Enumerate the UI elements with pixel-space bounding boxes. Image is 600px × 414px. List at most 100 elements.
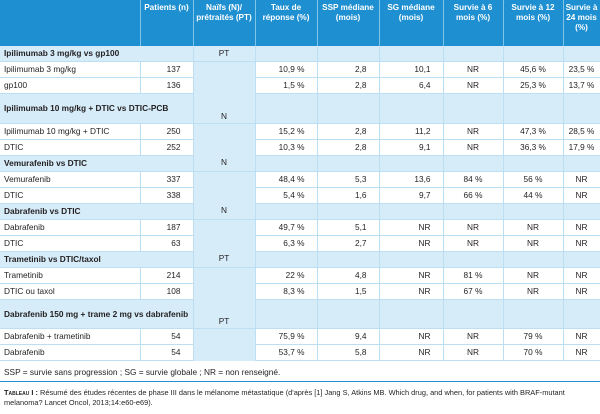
value-cell: 13,7 % bbox=[563, 77, 600, 94]
empty-cell bbox=[443, 203, 504, 220]
value-cell: 8,3 % bbox=[255, 283, 318, 300]
group-title: Ipilimumab 3 mg/kg vs gp100 bbox=[0, 46, 194, 62]
value-cell: 9,4 bbox=[317, 328, 380, 345]
treatment-cell: Vemurafenib bbox=[0, 171, 141, 188]
treatment-cell: DTIC bbox=[0, 139, 141, 156]
value-cell: 2,8 bbox=[317, 139, 380, 156]
empty-cell bbox=[503, 155, 564, 172]
empty-cell bbox=[503, 203, 564, 220]
value-cell: 47,3 % bbox=[503, 123, 564, 140]
value-cell: NR bbox=[443, 139, 504, 156]
value-cell: NR bbox=[443, 344, 504, 361]
treatment-cell: Dabrafenib bbox=[0, 344, 141, 361]
group-title: Ipilimumab 10 mg/kg + DTIC vs DTIC-PCB bbox=[0, 93, 194, 124]
group-header-row: Vemurafenib vs DTIC N bbox=[0, 155, 600, 172]
value-cell: NR bbox=[443, 61, 504, 78]
status-cell bbox=[193, 219, 256, 235]
group-status: PT bbox=[193, 299, 256, 329]
value-cell: 44 % bbox=[503, 187, 564, 204]
table-header-row: Patients (n) Naïfs (N)/ prétraités (PT) … bbox=[0, 0, 600, 46]
table-row: Ipilimumab 3 mg/kg 137 10,9 % 2,8 10,1 NR 45,6… bbox=[0, 61, 600, 78]
empty-cell bbox=[379, 46, 444, 62]
status-cell bbox=[193, 235, 256, 251]
footnote: SSP = survie sans progression ; SG = sur… bbox=[0, 361, 600, 382]
empty-cell bbox=[255, 93, 318, 124]
value-cell: 10,1 bbox=[379, 61, 444, 78]
header-cell bbox=[0, 0, 141, 46]
empty-cell bbox=[317, 251, 380, 268]
empty-cell bbox=[255, 251, 318, 268]
value-cell: 1,5 bbox=[317, 283, 380, 300]
header-cell: Patients (n) bbox=[140, 0, 194, 46]
empty-cell bbox=[255, 155, 318, 172]
value-cell: 338 bbox=[140, 187, 194, 204]
header-cell: Taux de réponse (%) bbox=[255, 0, 318, 46]
value-cell: NR bbox=[563, 219, 600, 236]
status-cell bbox=[193, 328, 256, 345]
table-body: Ipilimumab 3 mg/kg vs gp100 PT Ipilimumab … bbox=[0, 46, 600, 361]
table-row: Dabrafenib 187 49,7 % 5,1 NR NR NR NR bbox=[0, 219, 600, 236]
group-header-row: Dabrafenib vs DTIC N bbox=[0, 203, 600, 220]
value-cell: 2,8 bbox=[317, 123, 380, 140]
caption-text: Résumé des études récentes de phase III … bbox=[4, 388, 565, 407]
empty-cell bbox=[379, 299, 444, 329]
value-cell: 252 bbox=[140, 139, 194, 156]
value-cell: 1,5 % bbox=[255, 77, 318, 94]
value-cell: NR bbox=[379, 344, 444, 361]
value-cell: NR bbox=[563, 328, 600, 345]
value-cell: 54 bbox=[140, 328, 194, 345]
treatment-cell: DTIC bbox=[0, 187, 141, 204]
empty-cell bbox=[503, 299, 564, 329]
value-cell: 75,9 % bbox=[255, 328, 318, 345]
empty-cell bbox=[379, 251, 444, 268]
empty-cell bbox=[317, 46, 380, 62]
empty-cell bbox=[443, 299, 504, 329]
empty-cell bbox=[379, 203, 444, 220]
value-cell: NR bbox=[379, 283, 444, 300]
header-cell: SSP médiane (mois) bbox=[317, 0, 380, 46]
group-title: Vemurafenib vs DTIC bbox=[0, 155, 194, 172]
value-cell: 10,9 % bbox=[255, 61, 318, 78]
value-cell: NR bbox=[563, 267, 600, 284]
status-cell bbox=[193, 344, 256, 361]
group-header-row: Trametinib vs DTIC/taxol PT bbox=[0, 251, 600, 268]
table-row: gp100 136 1,5 % 2,8 6,4 NR 25,3 % 13,7 % bbox=[0, 77, 600, 94]
value-cell: 81 % bbox=[443, 267, 504, 284]
empty-cell bbox=[503, 251, 564, 268]
value-cell: NR bbox=[563, 235, 600, 252]
value-cell: 4,8 bbox=[317, 267, 380, 284]
results-table: Patients (n) Naïfs (N)/ prétraités (PT) … bbox=[0, 0, 600, 361]
value-cell: 22 % bbox=[255, 267, 318, 284]
group-header-row: Ipilimumab 10 mg/kg + DTIC vs DTIC-PCB N bbox=[0, 93, 600, 124]
empty-cell bbox=[443, 46, 504, 62]
group-header-row: Ipilimumab 3 mg/kg vs gp100 PT bbox=[0, 46, 600, 62]
value-cell: NR bbox=[379, 328, 444, 345]
header-cell: SG médiane (mois) bbox=[379, 0, 444, 46]
table-row: DTIC 338 5,4 % 1,6 9,7 66 % 44 % NR bbox=[0, 187, 600, 204]
value-cell: NR bbox=[379, 219, 444, 236]
empty-cell bbox=[443, 93, 504, 124]
status-cell bbox=[193, 61, 256, 78]
value-cell: NR bbox=[443, 328, 504, 345]
value-cell: 9,7 bbox=[379, 187, 444, 204]
value-cell: NR bbox=[563, 171, 600, 188]
empty-cell bbox=[563, 251, 600, 268]
value-cell: NR bbox=[503, 235, 564, 252]
group-status: PT bbox=[193, 46, 256, 62]
empty-cell bbox=[443, 251, 504, 268]
value-cell: 1,6 bbox=[317, 187, 380, 204]
empty-cell bbox=[317, 203, 380, 220]
group-header-row: Dabrafenib 150 mg + trame 2 mg vs dabraf… bbox=[0, 299, 600, 329]
table-row: DTIC ou taxol 108 8,3 % 1,5 NR 67 % NR NR bbox=[0, 283, 600, 300]
treatment-cell: DTIC ou taxol bbox=[0, 283, 141, 300]
value-cell: NR bbox=[503, 267, 564, 284]
value-cell: 187 bbox=[140, 219, 194, 236]
value-cell: 23,5 % bbox=[563, 61, 600, 78]
value-cell: 28,5 % bbox=[563, 123, 600, 140]
value-cell: 5,3 bbox=[317, 171, 380, 188]
value-cell: 36,3 % bbox=[503, 139, 564, 156]
header-cell: Survie à 24 mois (%) bbox=[563, 0, 600, 46]
group-status: PT bbox=[193, 251, 256, 268]
value-cell: NR bbox=[443, 77, 504, 94]
